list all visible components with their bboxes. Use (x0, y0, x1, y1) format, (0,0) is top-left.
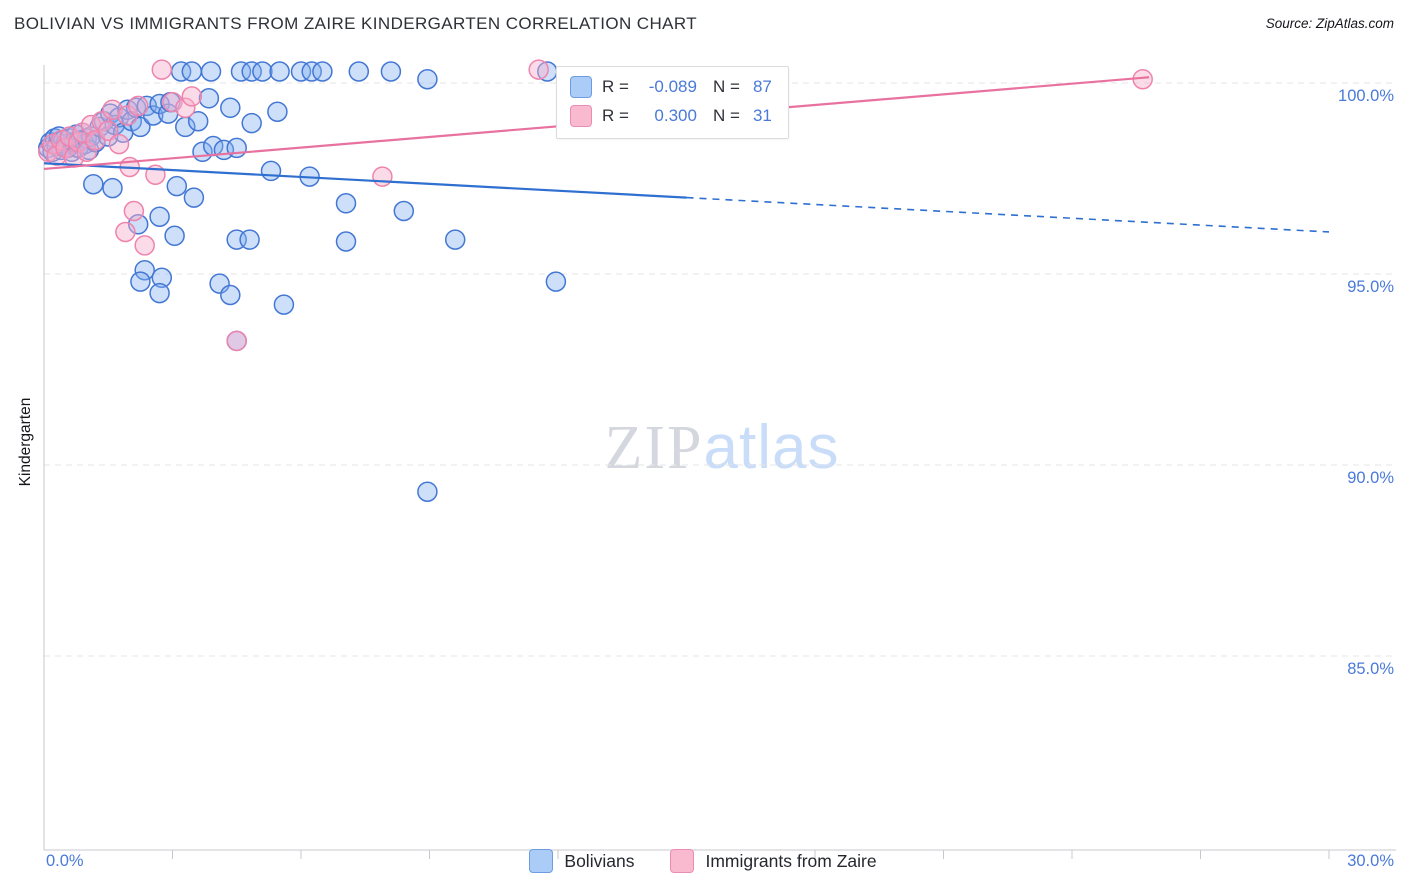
legend-label-zaire: Immigrants from Zaire (705, 850, 877, 871)
r-value-zaire: 0.300 (654, 106, 697, 125)
scatter-point-bolivians (134, 259, 155, 281)
scatter-point-immigrants-from-zaire (97, 120, 119, 142)
scatter-point-bolivians (290, 61, 312, 82)
scatter-point-bolivians (102, 177, 123, 199)
r-label: R = (602, 77, 629, 96)
correlation-row-bolivians: R = -0.089 N = 87 (570, 76, 772, 98)
y-tick-label-90: 90.0% (1347, 469, 1394, 487)
x-axis-min-label: 0.0% (46, 852, 84, 870)
scatter-point-bolivians (444, 229, 466, 250)
scatter-point-bolivians (239, 229, 260, 250)
scatter-point-immigrants-from-zaire (175, 97, 196, 119)
legend-label-bolivians: Bolivians (564, 850, 635, 871)
zipatlas-watermark: ZIPatlas (605, 412, 840, 484)
source-attribution: Source: ZipAtlas.com (1265, 16, 1394, 31)
scatter-point-immigrants-from-zaire (115, 221, 136, 243)
scatter-point-bolivians (127, 214, 149, 235)
scatter-point-bolivians (200, 61, 222, 82)
trend-line-dashed (686, 196, 1330, 233)
y-tick-label-95: 95.0% (1347, 278, 1394, 296)
scatter-point-immigrants-from-zaire (372, 166, 393, 187)
page-title: BOLIVIAN VS IMMIGRANTS FROM ZAIRE KINDER… (14, 14, 698, 33)
scatter-point-immigrants-from-zaire (226, 330, 247, 352)
scatter-point-bolivians (164, 225, 185, 247)
scatter-point-bolivians (198, 88, 220, 109)
r-value-bolivians: -0.089 (648, 77, 697, 96)
scatter-point-immigrants-from-zaire (162, 91, 183, 113)
scatter-point-bolivians (130, 116, 151, 138)
scatter-point-bolivians (393, 200, 415, 222)
scatter-point-bolivians (183, 187, 205, 208)
scatter-point-bolivians (181, 61, 203, 82)
zaire-swatch-icon (570, 105, 592, 127)
scatter-point-bolivians (312, 61, 333, 82)
scatter-point-bolivians (335, 193, 357, 214)
watermark-zip: ZIP (604, 414, 704, 482)
scatter-point-bolivians (83, 173, 104, 195)
scatter-point-immigrants-from-zaire (528, 59, 549, 80)
scatter-point-bolivians (187, 110, 209, 132)
scatter-point-bolivians (241, 112, 262, 134)
scatter-point-bolivians (241, 61, 262, 82)
scatter-point-immigrants-from-zaire (151, 59, 173, 80)
scatter-point-bolivians (380, 61, 402, 82)
x-axis-max-label: 30.0% (1347, 852, 1394, 870)
scatter-point-bolivians (417, 68, 438, 90)
scatter-point-bolivians (149, 206, 170, 227)
scatter-point-bolivians (252, 61, 273, 82)
scatter-point-bolivians (348, 61, 370, 82)
scatter-point-bolivians (149, 282, 170, 304)
legend-item-bolivians: Bolivians (529, 849, 634, 873)
scatter-point-bolivians (545, 271, 567, 292)
scatter-point-bolivians (301, 61, 322, 82)
scatter-point-immigrants-from-zaire (108, 133, 130, 155)
scatter-point-bolivians (230, 61, 252, 82)
bolivians-swatch-icon (570, 76, 592, 98)
correlation-row-zaire: R = 0.300 N = 31 (570, 105, 772, 127)
scatter-point-immigrants-from-zaire (123, 200, 145, 222)
scatter-point-bolivians (220, 284, 241, 306)
scatter-point-immigrants-from-zaire (102, 99, 123, 120)
y-tick-label-100: 100.0% (1338, 87, 1394, 105)
scatter-point-bolivians (417, 481, 438, 502)
n-value-zaire: 31 (752, 106, 772, 125)
scatter-point-bolivians (220, 97, 241, 119)
scatter-point-bolivians (151, 267, 173, 289)
scatter-point-immigrants-from-zaire (127, 95, 149, 117)
zaire-legend-swatch-icon (670, 849, 695, 873)
trend-line-solid (43, 162, 687, 199)
correlation-stats-box: R = -0.089 N = 87 R = 0.300 N = 31 (556, 66, 789, 139)
scatter-point-immigrants-from-zaire (181, 86, 203, 107)
chart-legend: Bolivians Immigrants from Zaire (0, 849, 1406, 873)
scatter-point-bolivians (267, 101, 288, 122)
n-value-bolivians: 87 (752, 77, 772, 96)
watermark-atlas: atlas (703, 413, 840, 482)
scatter-point-bolivians (269, 61, 290, 82)
bolivians-legend-swatch-icon (529, 849, 554, 873)
scatter-point-bolivians (273, 294, 295, 315)
scatter-point-bolivians (97, 126, 119, 147)
n-label: N = (712, 106, 740, 125)
scatter-point-bolivians (166, 175, 188, 197)
scatter-point-bolivians (335, 231, 357, 252)
y-tick-label-85: 85.0% (1347, 660, 1394, 678)
scatter-point-bolivians (130, 271, 151, 292)
legend-item-zaire: Immigrants from Zaire (670, 849, 877, 873)
scatter-point-immigrants-from-zaire (134, 235, 155, 256)
r-label: R = (602, 106, 629, 125)
scatter-point-bolivians (260, 160, 282, 182)
n-label: N = (712, 77, 740, 96)
scatter-point-bolivians (142, 105, 164, 126)
